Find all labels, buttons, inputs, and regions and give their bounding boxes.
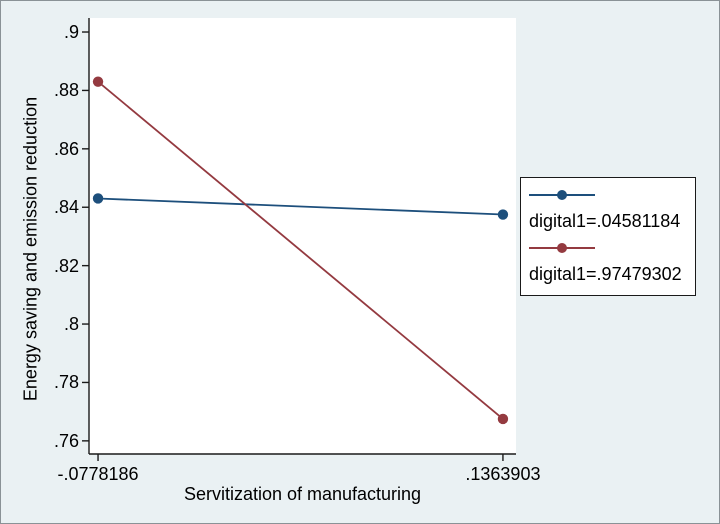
x-axis-title: Servitization of manufacturing (183, 484, 422, 504)
series-line-2 (97, 80, 504, 420)
data-point-marker (497, 413, 509, 425)
x-tick-label: .1363903 (465, 464, 541, 484)
legend-sample-series-1 (529, 189, 595, 201)
y-axis-title: Energy saving and emission reduction (20, 96, 41, 402)
y-tick-label: .9 (63, 22, 79, 43)
y-tick-label: .82 (53, 255, 79, 276)
y-tick-label: .88 (53, 80, 79, 101)
series-line-1 (98, 197, 503, 216)
x-tick-label: -.0778186 (57, 464, 139, 484)
plot-area (89, 18, 516, 454)
legend-sample-series-2 (529, 242, 595, 254)
data-point-marker (92, 76, 104, 87)
y-tick-label: .8 (63, 314, 79, 335)
y-tick-label: .78 (53, 372, 79, 393)
legend-dot-icon (557, 190, 567, 201)
data-point-marker (92, 193, 104, 204)
y-tick-label: .86 (53, 138, 79, 159)
legend-label-series-2: digital1=.97479302 (529, 263, 682, 284)
data-point-marker (497, 209, 509, 220)
y-tick-label: .84 (53, 197, 79, 218)
legend-dot-icon (557, 242, 567, 253)
legend-box: digital1=.04581184 digital1=.97479302 (520, 177, 696, 296)
y-tick-label: .76 (53, 430, 79, 451)
legend-label-series-1: digital1=.04581184 (529, 211, 681, 232)
